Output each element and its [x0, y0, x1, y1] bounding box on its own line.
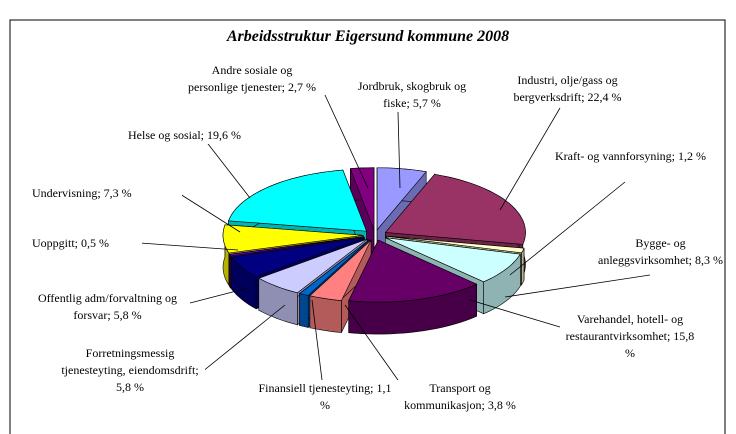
leader-line [509, 181, 626, 276]
data-label: Bygge- og anleggsvirksomhet; 8,3 % [598, 235, 723, 269]
slice [228, 236, 364, 257]
data-label: Finansiell tjenesteyting; 1,1 % [255, 380, 395, 414]
data-label: Uoppgitt; 0,5 % [32, 235, 142, 252]
leader-line [191, 304, 286, 381]
data-label: Helse og sosial; 19,6 % [128, 127, 263, 144]
leader-line [504, 274, 651, 298]
slice [384, 173, 526, 245]
slice [385, 237, 521, 283]
data-label: Offentlig adm/forvaltning og forsvar; 5,… [25, 290, 190, 324]
data-label: Andre sosiale og personlige tjenester; 2… [188, 62, 316, 96]
slice [309, 239, 372, 301]
leader-line [344, 304, 406, 391]
slice [348, 239, 478, 303]
leader-line [311, 299, 323, 381]
chart-title: Arbeidsstruktur Eigersund kommune 2008 [226, 28, 510, 45]
leader-line [179, 193, 241, 233]
slice [376, 167, 427, 231]
data-label: Kraft- og vannforsyning; 1,2 % [548, 148, 713, 165]
slice [298, 239, 370, 296]
leader-line [499, 107, 561, 211]
leader-line [189, 287, 249, 304]
slice [231, 237, 365, 278]
data-label: Transport og kommunikasjon; 3,8 % [395, 380, 525, 414]
slice-side [521, 248, 525, 286]
slice [386, 235, 525, 254]
leader-line [397, 111, 401, 189]
leader-line [469, 299, 561, 328]
data-label: Varehandel, hotell- og restaurantvirksom… [560, 311, 700, 362]
slice [349, 167, 375, 230]
leader-line [204, 139, 251, 199]
slice [228, 169, 367, 232]
chart-frame [9, 19, 726, 434]
slice [258, 238, 368, 294]
slice-side [299, 293, 309, 328]
data-label: Undervisning; 7,3 % [32, 185, 182, 202]
data-label: Jordbruk, skogbruk og fiske; 5,7 % [352, 78, 472, 112]
leader-line [324, 94, 369, 189]
data-label: Forretningsmessig tjenesteyting, eiendom… [55, 345, 205, 396]
slice-side [229, 253, 231, 289]
slice-side [309, 295, 342, 333]
leader-line [139, 242, 239, 251]
data-label: Industri, olje/gass og bergverksdrift; 2… [500, 72, 635, 106]
slice [222, 224, 364, 254]
